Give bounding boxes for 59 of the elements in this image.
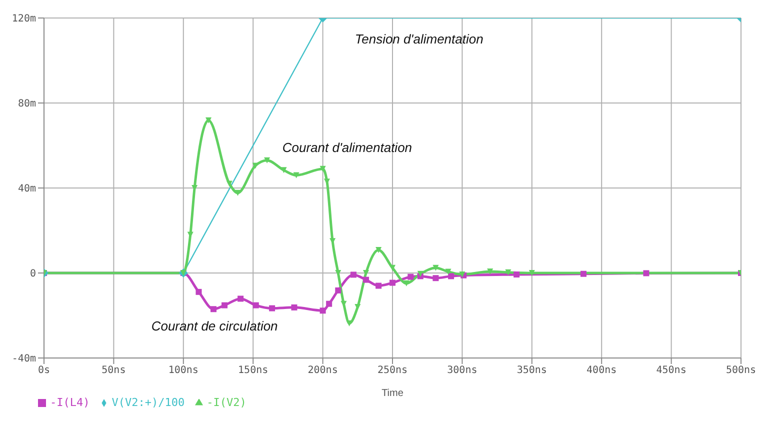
point (335, 287, 342, 294)
point (269, 305, 276, 312)
point (293, 172, 300, 178)
point (445, 268, 452, 275)
point (354, 304, 361, 310)
point (264, 157, 270, 164)
point (408, 274, 414, 280)
x-tick-label: 350ns (516, 365, 547, 376)
point (234, 190, 241, 196)
x-tick-label: 400ns (586, 365, 617, 376)
point (205, 117, 212, 124)
point (580, 270, 586, 277)
point (320, 166, 326, 172)
y-tick-label: -40m (12, 354, 36, 365)
annotation: Courant de circulation (151, 318, 278, 334)
point (326, 300, 332, 307)
point (363, 276, 370, 283)
point (210, 306, 217, 312)
x-tick-label: 0s (38, 365, 50, 376)
point (432, 275, 439, 282)
legend-label: -I(L4) (50, 396, 90, 409)
x-tick-label: 450ns (656, 365, 686, 376)
point (196, 288, 202, 295)
point (252, 302, 259, 308)
x-tick-label: 50ns (102, 365, 126, 376)
point (291, 304, 298, 310)
y-tick-label: 80m (18, 98, 36, 110)
point (390, 280, 396, 286)
y-tick-label: 40m (18, 184, 36, 195)
y-tick-label: 0 (30, 268, 36, 280)
x-tick-label: 100ns (168, 365, 198, 376)
point (376, 247, 382, 254)
point (376, 282, 382, 289)
legend-label: -I(V2) (206, 396, 246, 409)
x-tick-label: 200ns (308, 365, 338, 376)
x-tick-label: 300ns (447, 365, 478, 376)
point (448, 273, 454, 280)
point (417, 270, 424, 277)
annotation: Courant d'alimentation (282, 140, 412, 155)
legend-label: V(V2:+)/100 (112, 396, 185, 409)
point (350, 272, 356, 278)
x-tick-label: 150ns (238, 365, 268, 376)
point (222, 302, 228, 308)
y-tick-label: 120m (12, 14, 36, 25)
point (238, 296, 244, 302)
point (320, 308, 326, 314)
point (505, 269, 512, 276)
point (226, 180, 232, 187)
point (280, 167, 287, 174)
point (403, 280, 410, 286)
point (514, 271, 520, 278)
x-tick-label: 250ns (377, 365, 408, 376)
x-tick-label: 500ns (726, 365, 756, 376)
point (528, 270, 535, 276)
point (643, 270, 650, 276)
point (432, 264, 439, 271)
x-axis-title: Time (382, 388, 404, 399)
annotation: Tension d'alimentation (354, 32, 484, 46)
point (487, 268, 494, 275)
